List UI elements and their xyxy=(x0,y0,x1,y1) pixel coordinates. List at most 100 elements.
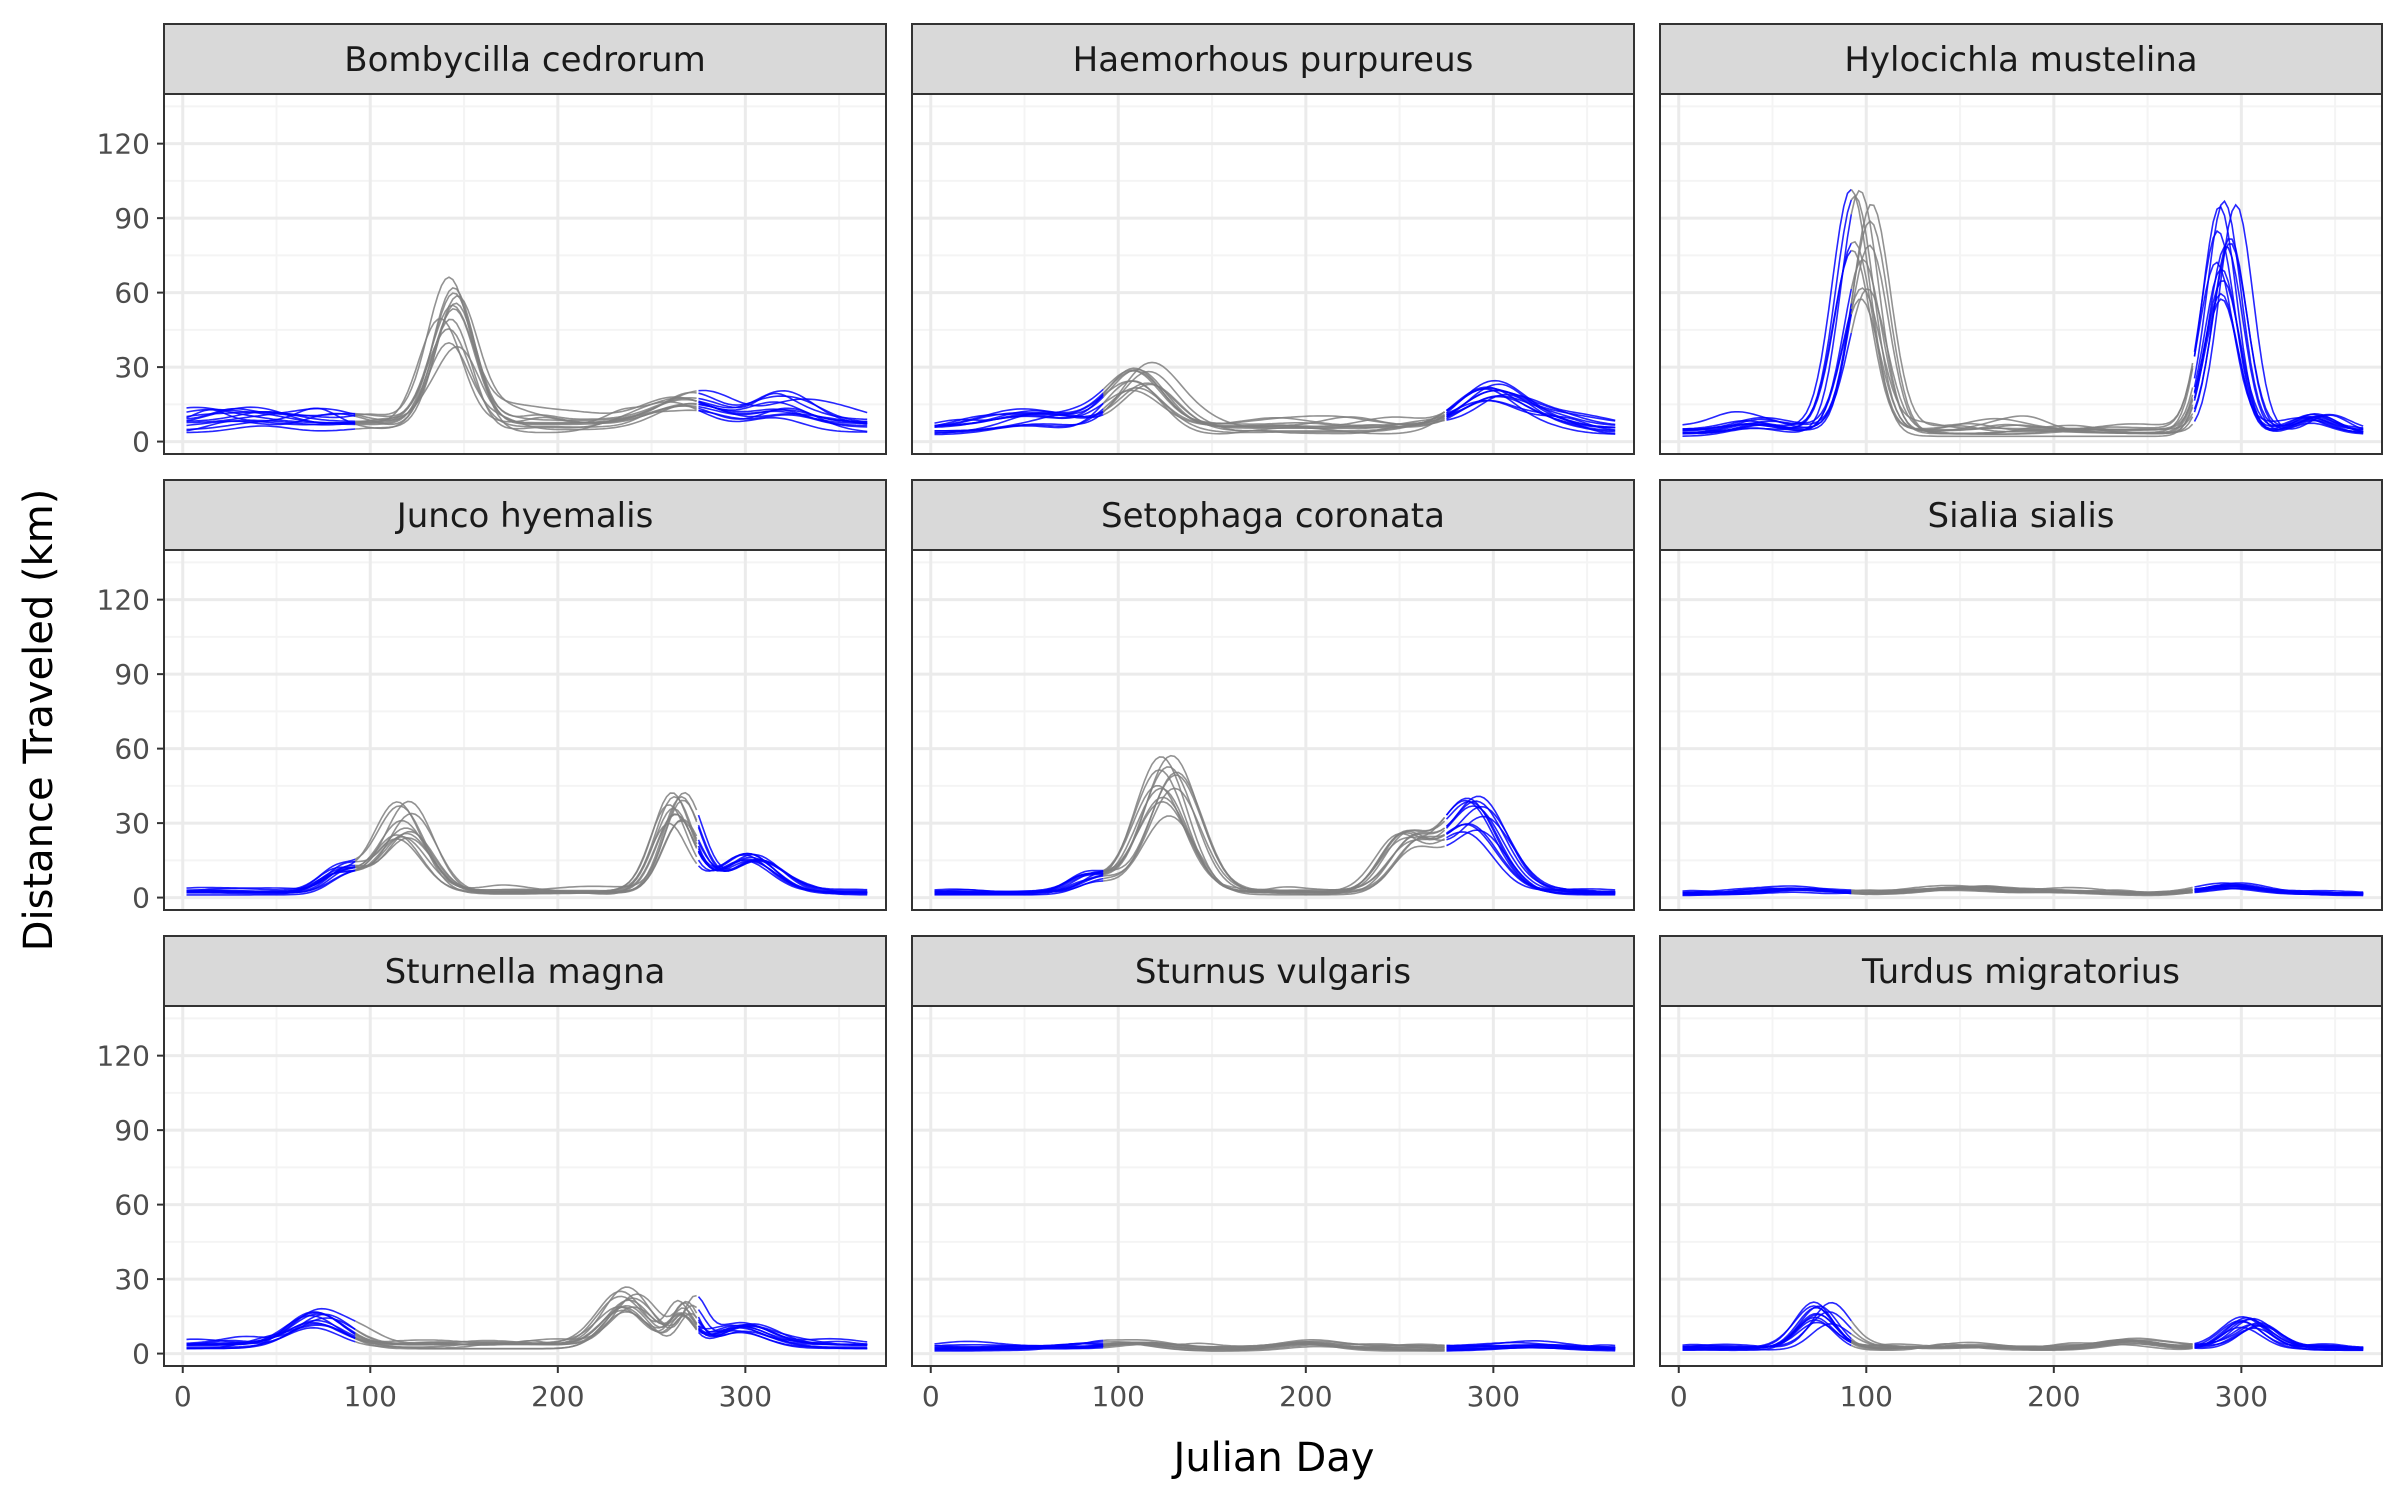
migration-line xyxy=(1850,298,2194,433)
non-migration-line xyxy=(186,858,356,892)
strip-background xyxy=(1659,935,2383,1007)
non-migration-line xyxy=(1682,308,1853,430)
non-migration-line xyxy=(1445,800,1616,895)
non-migration-line xyxy=(1682,332,1853,432)
panel-background xyxy=(1660,94,2382,454)
non-migration-line xyxy=(1682,891,1852,897)
non-migration-line xyxy=(697,1331,868,1350)
migration-line xyxy=(1102,389,1445,427)
series-curves xyxy=(1682,188,2364,438)
y-tick-label: 120 xyxy=(97,584,150,617)
y-tick-label: 30 xyxy=(114,1263,150,1296)
migration-line xyxy=(355,328,697,428)
migration-line xyxy=(1103,766,1446,894)
facet-panel: Junco hyemalis 0 30 60 90 120 xyxy=(97,479,887,915)
panel-background xyxy=(1660,1006,2382,1366)
y-tick-label: 60 xyxy=(114,1189,150,1222)
non-migration-line xyxy=(1682,885,1852,894)
non-migration-line xyxy=(934,402,1104,427)
y-tick-label: 0 xyxy=(132,882,150,915)
x-axis-title: Julian Day xyxy=(1171,1435,1375,1481)
migration-line xyxy=(1851,240,2194,438)
non-migration-line xyxy=(186,425,356,434)
non-migration-line xyxy=(1446,831,1616,891)
strip-background xyxy=(911,935,1635,1007)
non-migration-line xyxy=(1445,388,1616,435)
strip-title: Sturnella magna xyxy=(385,952,666,992)
strip-title: Sturnus vulgaris xyxy=(1135,952,1411,992)
facet-panel: Sialia sialis xyxy=(1659,479,2383,911)
panel-background xyxy=(912,1006,1634,1366)
non-migration-line xyxy=(698,1324,868,1346)
panel-background xyxy=(164,550,886,910)
y-tick-label: 0 xyxy=(132,426,150,459)
y-tick-label: 90 xyxy=(114,658,150,691)
non-migration-line xyxy=(2194,1323,2364,1349)
non-migration-line xyxy=(934,872,1104,894)
facet-panel: Setophaga coronata xyxy=(911,479,1635,911)
x-tick-label: 200 xyxy=(531,1380,584,1413)
non-migration-line xyxy=(2193,261,2364,433)
non-migration-line xyxy=(934,388,1104,427)
non-migration-line xyxy=(698,409,868,428)
series-curves xyxy=(186,276,868,434)
non-migration-line xyxy=(186,407,356,420)
non-migration-line xyxy=(2194,1326,2364,1350)
migration-line xyxy=(354,813,698,894)
migration-line xyxy=(354,792,698,893)
strip-background xyxy=(163,935,887,1007)
non-migration-line xyxy=(186,1317,356,1345)
migration-line xyxy=(355,1306,698,1345)
x-tick-label: 300 xyxy=(2215,1380,2268,1413)
migration-line xyxy=(1850,1337,2193,1348)
series-curves xyxy=(934,361,1616,436)
strip-background xyxy=(1659,23,2383,95)
strip-title: Sialia sialis xyxy=(1928,496,2115,536)
non-migration-line xyxy=(2193,205,2364,435)
strip-title: Junco hyemalis xyxy=(395,496,654,536)
non-migration-line xyxy=(2193,199,2364,431)
non-migration-line xyxy=(186,866,356,893)
non-migration-line xyxy=(186,411,356,423)
non-migration-line xyxy=(186,866,356,894)
y-tick-label: 60 xyxy=(114,277,150,310)
strip-background xyxy=(911,23,1635,95)
migration-line xyxy=(1850,1342,2193,1351)
strip-background xyxy=(911,479,1635,551)
non-migration-line xyxy=(1682,313,1853,435)
non-migration-line xyxy=(2193,243,2364,427)
series-curves xyxy=(186,1286,868,1350)
migration-line xyxy=(1103,1343,1445,1352)
facet-panels: Bombycilla cedrorum 0 30 60 90 120 Haemorhous … xyxy=(97,23,2383,1413)
x-tick-label: 0 xyxy=(922,1380,940,1413)
y-axis-title: Distance Traveled (km) xyxy=(16,489,62,952)
panel-background xyxy=(912,550,1634,910)
facet-panel: Hylocichla mustelina xyxy=(1659,23,2383,455)
x-tick-label: 0 xyxy=(1670,1380,1688,1413)
migration-line xyxy=(1850,1320,2193,1350)
non-migration-line xyxy=(698,389,868,414)
migration-line xyxy=(1850,288,2194,435)
non-migration-line xyxy=(698,392,868,421)
facet-panel: Bombycilla cedrorum 0 30 60 90 120 xyxy=(97,23,887,459)
non-migration-line xyxy=(1446,805,1616,894)
x-tick-label: 300 xyxy=(1467,1380,1520,1413)
y-tick-label: 90 xyxy=(114,1114,150,1147)
y-tick-label: 120 xyxy=(97,128,150,161)
non-migration-line xyxy=(698,389,868,425)
migration-line xyxy=(354,1295,698,1346)
series-curves xyxy=(1682,882,2364,897)
non-migration-line xyxy=(186,869,356,896)
migration-line xyxy=(355,813,698,893)
panel-background xyxy=(164,1006,886,1366)
y-tick-label: 120 xyxy=(97,1040,150,1073)
series-curves xyxy=(186,791,868,896)
y-tick-label: 30 xyxy=(114,807,150,840)
strip-title: Turdus migratorius xyxy=(1861,952,2180,992)
migration-line xyxy=(1102,370,1446,435)
non-migration-line xyxy=(934,411,1104,432)
migration-line xyxy=(355,795,698,894)
x-tick-label: 200 xyxy=(2027,1380,2080,1413)
strip-title: Hylocichla mustelina xyxy=(1844,40,2197,80)
x-tick-label: 100 xyxy=(344,1380,397,1413)
